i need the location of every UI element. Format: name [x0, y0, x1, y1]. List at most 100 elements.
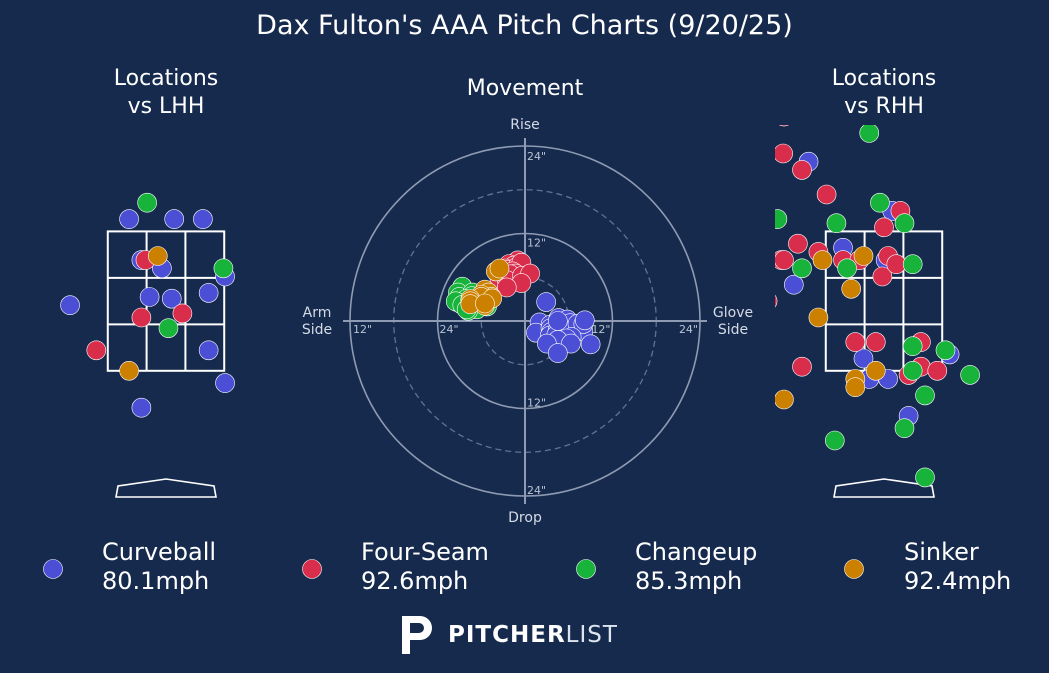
lhh-home-plate	[115, 478, 217, 498]
legend-pitch-velo: 85.3mph	[635, 567, 743, 595]
four-seam-location-point	[865, 332, 886, 352]
changeup-location-point	[824, 430, 845, 451]
changeup-location-point	[859, 125, 880, 143]
four-seam-location-point	[775, 294, 778, 308]
rhh-home-plate	[833, 478, 935, 498]
movement-polar-grid: 24" 12" 12" 24" 12" 24" 12" 24"	[343, 138, 707, 504]
movement-ring-label: 12"	[591, 323, 610, 336]
four-seam-location-point	[845, 332, 866, 352]
sinker-location-point	[775, 389, 794, 410]
changeup-location-point	[915, 467, 935, 488]
curveball-legend-marker	[43, 559, 63, 579]
legend-pitch-name: Curveball	[102, 538, 217, 566]
home-plate-outline	[115, 478, 217, 498]
four-seam-location-point	[816, 184, 837, 205]
pitcherlist-wordmark: PITCHERLIST	[448, 622, 618, 648]
changeup-location-point	[775, 209, 788, 229]
movement-drop-label: Drop	[508, 510, 542, 526]
curveball-location-point	[853, 348, 874, 369]
legend-pitch-name: Changeup	[635, 538, 758, 566]
four-seam-location-point	[172, 303, 193, 324]
curveball-movement-point	[574, 310, 595, 331]
changeup-location-point	[213, 258, 234, 279]
four-seam-location-point	[993, 288, 1012, 307]
lhh-panel-title: Locations vs LHH	[113, 66, 219, 119]
four-seam-location-point	[778, 125, 790, 127]
pitcherlist-logo: PITCHERLIST	[398, 612, 618, 658]
curveball-location-point	[198, 283, 219, 303]
changeup-location-point	[960, 365, 980, 385]
changeup-location-point	[902, 254, 923, 275]
curveball-location-point	[193, 209, 213, 229]
legend-markers	[43, 559, 864, 579]
movement-ring-label: 12"	[527, 397, 546, 410]
curveball-movement-point	[580, 334, 601, 355]
changeup-location-point	[137, 192, 157, 213]
legend-item-sinker: Sinker 92.4mph	[904, 538, 1011, 596]
strike-zone-outline	[106, 230, 226, 372]
movement-rise-label: Rise	[510, 117, 540, 133]
sinker-location-point	[841, 278, 862, 299]
curveball-location-point	[793, 103, 812, 122]
movement-ring-label: 12"	[527, 237, 546, 250]
four-seam-location-point	[86, 340, 107, 361]
sinker-location-point	[148, 246, 168, 266]
changeup-location-point	[902, 360, 923, 381]
sinker-location-point	[845, 377, 866, 398]
sinker-legend-marker	[844, 559, 864, 579]
sinker-movement-point	[489, 258, 510, 279]
four-seam-location-point	[756, 173, 775, 192]
home-plate-outline	[833, 478, 935, 498]
sinker-movement-point	[475, 293, 495, 314]
four-seam-location-point	[131, 307, 152, 328]
curveball-location-point	[60, 295, 80, 316]
brand-bold-text: PITCHER	[448, 622, 566, 648]
changeup-location-point	[915, 385, 935, 406]
curveball-location-point	[164, 209, 184, 229]
sinker-location-point	[853, 246, 874, 266]
legend-pitch-velo: 92.6mph	[361, 567, 469, 595]
changeup-location-point	[935, 340, 956, 361]
movement-ring-label: 24"	[440, 323, 459, 336]
four-seam-location-point	[872, 266, 893, 287]
four-seam-location-point	[927, 360, 948, 381]
curveball-location-point	[783, 274, 804, 295]
changeup-location-point	[837, 258, 857, 279]
sinker-location-point	[119, 360, 139, 381]
legend-pitch-name: Sinker	[904, 538, 979, 566]
pitcherlist-p-icon	[402, 616, 432, 654]
four-seam-legend-marker	[302, 559, 322, 579]
four-seam-location-point	[775, 250, 794, 270]
sinker-location-point	[812, 250, 833, 270]
changeup-location-point	[894, 418, 915, 439]
changeup-location-point	[870, 192, 890, 213]
legend-pitch-velo: 80.1mph	[102, 567, 210, 595]
four-seam-location-point	[792, 160, 812, 180]
changeup-location-point	[902, 336, 923, 357]
changeup-location-point	[158, 318, 179, 338]
brand-light-text: LIST	[565, 622, 618, 648]
curveball-movement-point	[548, 311, 568, 331]
legend-item-curveball: Curveball 80.1mph	[102, 538, 216, 596]
movement-ring-label: 24"	[527, 150, 546, 163]
chart-title: Dax Fulton's AAA Pitch Charts (9/20/25)	[256, 10, 793, 41]
four-seam-location-point	[792, 356, 812, 377]
curveball-location-point	[198, 340, 219, 361]
movement-ring-label: 24"	[679, 323, 698, 336]
four-seam-location-point	[775, 143, 793, 164]
movement-glove-side-label: Glove Side	[713, 305, 753, 338]
four-seam-location-point	[874, 217, 894, 238]
lhh-location-points	[60, 192, 235, 418]
curveball-location-point	[131, 397, 152, 418]
legend-item-changeup: Changeup 85.3mph	[635, 538, 757, 596]
four-seam-location-point	[788, 233, 808, 254]
rhh-location-points	[756, 103, 1012, 488]
four-seam-movement-point	[496, 277, 517, 298]
rhh-panel-title: Locations vs RHH	[831, 66, 937, 119]
changeup-location-point	[894, 213, 915, 233]
movement-ring-label: 12"	[353, 323, 372, 336]
curveball-location-point	[139, 287, 160, 307]
curveball-movement-point	[536, 292, 556, 312]
movement-panel-title: Movement	[466, 76, 584, 101]
